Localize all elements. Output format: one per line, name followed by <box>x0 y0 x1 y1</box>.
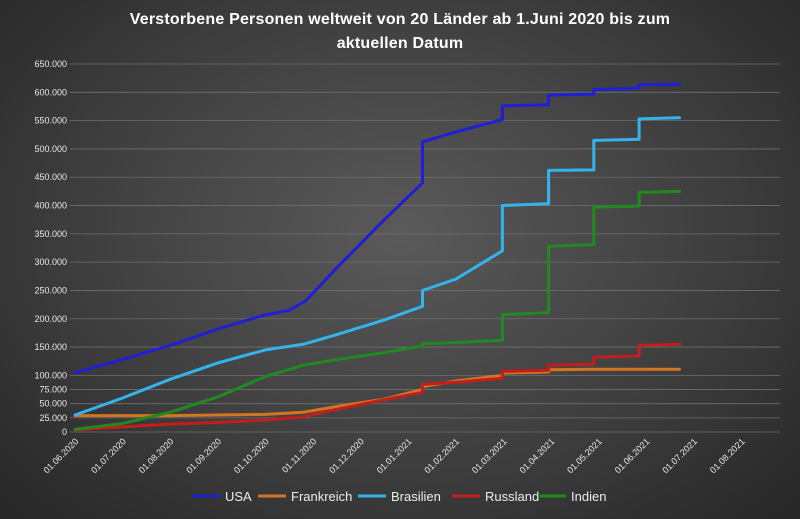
series-line-russland <box>73 342 681 432</box>
y-tick-label: 650.000 <box>34 59 67 69</box>
y-tick-label: 200.000 <box>34 314 67 324</box>
x-tick-label: 01.06.2020 <box>41 436 80 475</box>
x-tick-label: 01.04.2021 <box>517 436 556 475</box>
x-tick-label: 01.10.2020 <box>232 436 271 475</box>
x-tick-label: 01.08.2020 <box>137 436 176 475</box>
series-line-brasilien <box>73 116 681 417</box>
x-tick-label: 01.12.2020 <box>327 436 366 475</box>
y-tick-label: 550.000 <box>34 116 67 126</box>
y-tick-label: 350.000 <box>34 229 67 239</box>
legend-label-frankreich: Frankreich <box>291 489 352 504</box>
x-tick-label: 01.02.2021 <box>422 436 461 475</box>
y-tick-label: 50.000 <box>39 399 67 409</box>
series-line-usa <box>73 82 681 375</box>
y-tick-label: 450.000 <box>34 172 67 182</box>
x-tick-label: 01.08.2021 <box>708 436 747 475</box>
legend: USA Frankreich Brasilien Russland Indien <box>192 489 606 504</box>
y-tick-label: 25.000 <box>39 413 67 423</box>
series-line-frankreich <box>73 367 681 418</box>
x-tick-label: 01.01.2021 <box>375 436 414 475</box>
x-tick-label: 01.07.2021 <box>660 436 699 475</box>
y-tick-label: 600.000 <box>34 87 67 97</box>
chart-title-line-1: Verstorbene Personen weltweit von 20 Län… <box>129 11 671 28</box>
y-tick-label: 100.000 <box>34 370 67 380</box>
legend-label-brasilien: Brasilien <box>391 489 441 504</box>
x-tick-label: 01.05.2021 <box>565 436 604 475</box>
legend-label-usa: USA <box>225 489 252 504</box>
series-lines <box>73 82 681 432</box>
y-tick-label: 0 <box>62 427 67 437</box>
chart-title: Verstorbene Personen weltweit von 20 Län… <box>0 8 800 56</box>
y-tick-label: 500.000 <box>34 144 67 154</box>
legend-label-indien: Indien <box>571 489 606 504</box>
y-tick-label: 75.000 <box>39 385 67 395</box>
chart-title-line-2: aktuellen Datum <box>336 35 464 52</box>
x-tick-label: 01.09.2020 <box>184 436 223 475</box>
y-axis-ticks: 650.000 600.000 550.000 500.000 450.000 400.0… <box>34 59 67 437</box>
y-tick-label: 150.000 <box>34 342 67 352</box>
x-tick-label: 01.11.2020 <box>280 436 318 474</box>
y-tick-label: 300.000 <box>34 257 67 267</box>
y-tick-label: 400.000 <box>34 201 67 211</box>
x-tick-label: 01.06.2021 <box>613 436 652 475</box>
y-tick-label: 250.000 <box>34 285 67 295</box>
x-axis-ticks: 01.06.2020 01.07.2020 01.08.2020 01.09.2020… <box>41 436 746 475</box>
grid-lines <box>70 63 780 433</box>
legend-label-russland: Russland <box>485 489 539 504</box>
x-tick-label: 01.03.2021 <box>470 436 509 475</box>
x-tick-label: 01.07.2020 <box>89 436 128 475</box>
series-line-indien <box>73 189 681 431</box>
